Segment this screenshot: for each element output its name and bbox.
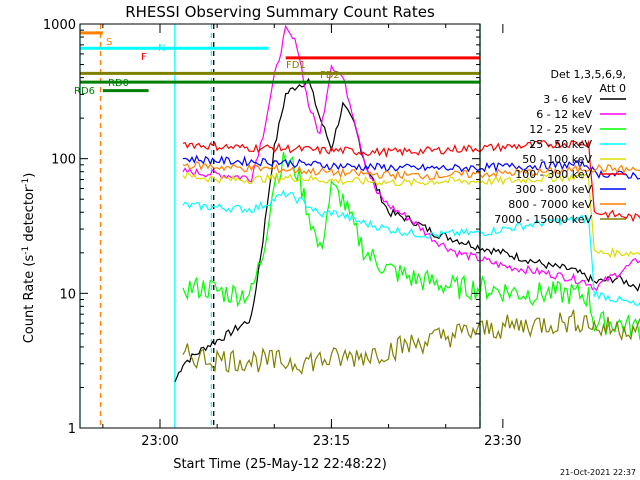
y-tick-label-100: 100	[51, 153, 76, 168]
flag-label-fd1: FD1	[286, 60, 306, 71]
series-line-50-100-kev	[182, 171, 640, 259]
legend-label-50-100-kev: 50 - 100 keV	[522, 153, 592, 166]
series-line-25-50-kev	[182, 189, 640, 306]
y-tick-label-1000: 1000	[43, 18, 76, 33]
x-axis-label: Start Time (25-May-12 22:48:22)	[173, 457, 387, 472]
plot-frame	[79, 23, 481, 429]
legend-label-100-300-kev: 100 - 300 keV	[515, 168, 592, 181]
legend-label-800-7000-kev: 800 - 7000 keV	[508, 198, 592, 211]
legend-header-line2: Att 0	[600, 82, 626, 95]
series-line-300-800-kev	[182, 154, 640, 180]
series-line-800-7000-kev	[182, 161, 640, 181]
flag-label-s: S	[106, 37, 112, 48]
flag-label-f: F	[141, 52, 147, 63]
legend-label-6-12-kev: 6 - 12 keV	[536, 108, 592, 121]
series-line-7000-15000-kev	[182, 309, 640, 375]
x-tick-label-23:30: 23:30	[484, 434, 521, 449]
chart-title: RHESSI Observing Summary Count Rates	[125, 3, 435, 21]
legend-header-line1: Det 1,3,5,6,9,	[550, 68, 626, 81]
x-tick-label-23:15: 23:15	[313, 434, 350, 449]
legend-label-12-25-kev: 12 - 25 keV	[529, 123, 592, 136]
legend-label-300-800-kev: 300 - 800 keV	[515, 183, 592, 196]
series-line-3-6-kev	[174, 77, 640, 383]
svg-text:Count Rate (s-1 detector-1): Count Rate (s-1 detector-1)	[21, 173, 37, 344]
legend-label-3-6-kev: 3 - 6 keV	[543, 93, 592, 106]
flag-layer: S NF FD1 FD2 RD0 RD6	[74, 31, 480, 97]
data-layer	[79, 24, 640, 428]
y-tick-label-1: 1	[68, 422, 76, 437]
legend-label-25-50-kev: 25 - 50 keV	[529, 138, 592, 151]
series-line-6-12-kev	[182, 24, 640, 292]
x-tick-label-23:00: 23:00	[141, 434, 178, 449]
legend: Det 1,3,5,6,9, Att 0 3 - 6 keV 6 - 12 keV…	[494, 68, 626, 226]
series-line-100-300-kev	[182, 139, 640, 223]
flag-label-fd2: FD2	[320, 70, 340, 81]
y-axis-label: Count Rate (s-1 detector-1)	[21, 173, 37, 344]
footer-date: 21-Oct-2021 22:37	[560, 468, 636, 477]
flag-label-rd6: RD6	[74, 86, 95, 97]
y-tick-label-10: 10	[59, 287, 76, 302]
legend-label-7000-15000-kev: 7000 - 15000 keV	[494, 213, 592, 226]
flag-label-rd0: RD0	[108, 78, 129, 89]
flag-label-n: N	[158, 43, 165, 54]
